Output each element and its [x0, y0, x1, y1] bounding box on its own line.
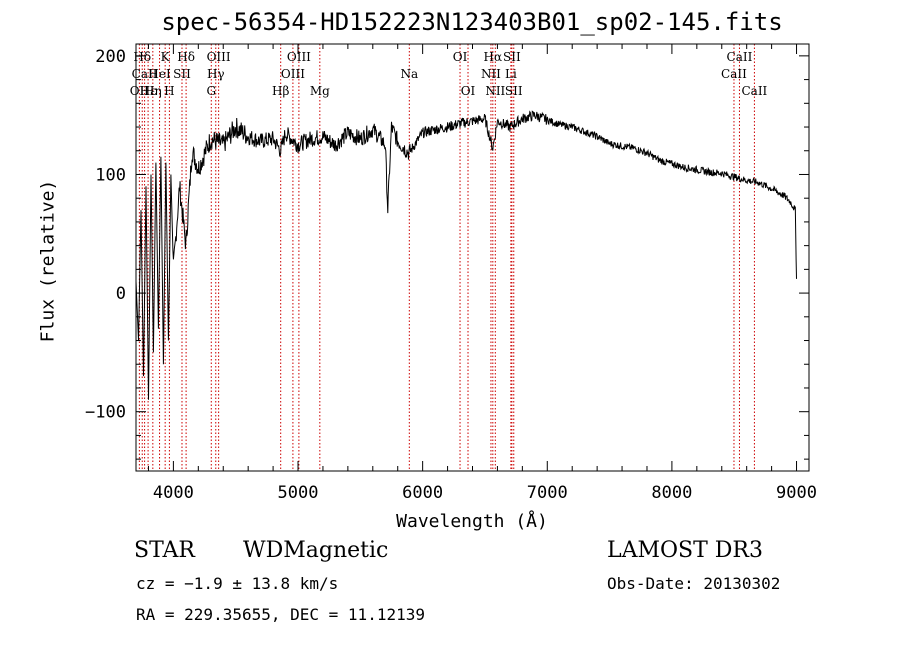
line-label: Hγ	[207, 67, 225, 81]
spectrum-line	[135, 110, 797, 400]
line-label: Hδ	[177, 50, 195, 64]
y-tick-label: 200	[95, 47, 126, 67]
line-markers	[138, 44, 755, 471]
line-label: CaII	[132, 67, 158, 81]
plot-frame	[135, 43, 810, 472]
line-label: Hδ	[133, 50, 151, 64]
x-tick-label: 5000	[278, 483, 319, 503]
line-label: Li	[505, 67, 517, 81]
axis-ticks: 4000 5000 6000 7000 8000 9000 −100 0 100 200	[85, 44, 817, 503]
line-label: Hε	[140, 84, 157, 98]
line-label: SII	[173, 67, 191, 81]
line-label: OI	[461, 84, 476, 98]
line-label: Na	[400, 67, 418, 81]
y-tick-label: 100	[95, 165, 126, 185]
coordinates: RA = 229.35655, DEC = 11.12139	[136, 605, 425, 624]
line-label: OIII	[287, 50, 311, 64]
line-label: OII	[130, 84, 150, 98]
y-tick-label: 0	[116, 284, 126, 304]
survey-name: LAMOST DR3	[607, 538, 763, 563]
line-label: NII	[485, 84, 505, 98]
x-tick-label: 4000	[153, 483, 194, 503]
object-subclass: WDMagnetic	[243, 538, 389, 563]
line-label: HeI	[148, 67, 171, 81]
line-label: G	[206, 84, 216, 98]
object-class: STAR	[134, 538, 195, 563]
x-tick-label: 7000	[527, 483, 568, 503]
redshift-text: cz = −1.9 ± 13.8 km/s	[136, 574, 339, 593]
y-axis-label: Flux (relative)	[37, 179, 59, 343]
line-label: H	[164, 84, 174, 98]
x-axis-label: Wavelength (Å)	[396, 511, 548, 532]
x-tick-label: 8000	[651, 483, 692, 503]
y-tick-label: −100	[85, 403, 126, 423]
line-label: NII	[481, 67, 501, 81]
line-label: OIII	[207, 50, 231, 64]
x-tick-label: 6000	[402, 483, 443, 503]
line-label: OIII	[281, 67, 305, 81]
line-label: Hη	[144, 84, 162, 98]
line-label: OI	[453, 50, 468, 64]
line-label: CaII	[727, 50, 753, 64]
chart-title: spec-56354-HD152223N123403B01_sp02-145.f…	[161, 8, 783, 36]
line-label: Hβ	[272, 84, 289, 98]
obs-date: Obs-Date: 20130302	[607, 574, 781, 593]
line-label: Hα	[484, 50, 503, 64]
line-label: Mg	[310, 84, 330, 98]
line-label: SII	[505, 84, 523, 98]
line-label: SII	[503, 50, 521, 64]
line-label: CaII	[721, 67, 747, 81]
line-label: CaII	[741, 84, 767, 98]
x-tick-label: 9000	[776, 483, 817, 503]
line-label: K	[161, 50, 171, 64]
